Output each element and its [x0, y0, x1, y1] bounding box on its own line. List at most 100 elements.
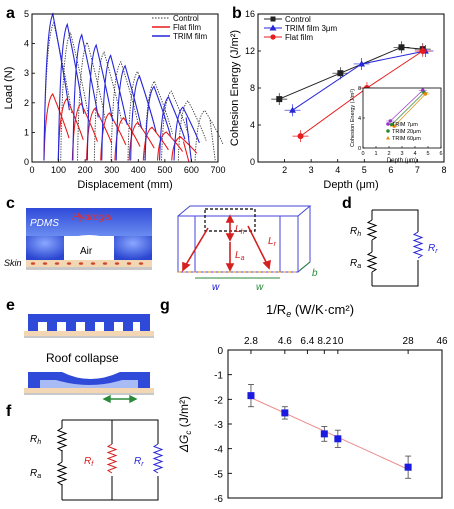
- legend-b-control: Control: [285, 15, 311, 24]
- chart-b-xlabel: Depth (μm): [323, 179, 378, 191]
- inset-xtick-label-0: 0: [361, 151, 364, 157]
- chart-b-point-0-1: [337, 70, 344, 77]
- chart-b-xtick-label-5: 7: [415, 165, 420, 175]
- chart-a-ytick-label-1: 1: [24, 127, 29, 137]
- panel-letter-e: e: [6, 297, 15, 314]
- chart-g-xtick-label-0: 2.8: [244, 336, 258, 347]
- delta-gc-chart: 1/Re (W/K·cm²) 2.8 4.6 6.4 8.2 10 28 46 0 -1 -2 -3…: [177, 302, 448, 505]
- chart-b-xtick-label-2: 4: [335, 165, 340, 175]
- cross-section: PDMS Hydrogel Air Skin: [4, 208, 152, 270]
- chart-a-ylabel: Load (N): [3, 67, 15, 110]
- chart-b-point-1-1: [358, 60, 366, 67]
- label-la: La: [235, 250, 245, 262]
- chart-a-axes: 0 100 200 300 400 500 600 700 0 1 2 3 4 5: [24, 9, 226, 175]
- chart-b-ytick-label-2: 8: [250, 83, 255, 93]
- chart-b-inset: 0 1 2 3 4 5 6 0 4 8 Depth (μm) Cohesion Energy (J…: [350, 86, 443, 164]
- chart-g-frame: [227, 349, 443, 499]
- inset-legend-marker-60: [386, 136, 390, 140]
- inset-ylabel: Cohesion Energy (J/m²): [350, 89, 356, 147]
- chart-g-xtick-label-3: 8.2: [317, 336, 331, 347]
- film-collapsed-cavity: [40, 380, 138, 388]
- chart-a-ytick-label-4: 4: [24, 39, 29, 49]
- diagram-e: Roof collapse: [24, 314, 154, 404]
- chart-g-xtick-label-5: 28: [403, 336, 415, 347]
- air-gap: [64, 235, 114, 260]
- chart-a-xtick-label-0: 0: [29, 165, 34, 175]
- chart-g-xlabel: 1/Re (W/K·cm²): [266, 302, 354, 319]
- film-intact-roof: [28, 314, 150, 322]
- circuit-d-wires: [371, 209, 419, 287]
- inset-xtick-label-5: 5: [426, 151, 429, 157]
- panel-letter-d: d: [342, 195, 352, 212]
- chart-g-point-0: [247, 392, 255, 400]
- chart-a-frame: [31, 13, 219, 163]
- resistor-rh: [366, 219, 378, 241]
- chart-a-xtick-label-3: 300: [104, 165, 119, 175]
- inset-legend-20: TRIM 20μm: [392, 129, 421, 135]
- chart-a-curves: [43, 12, 224, 162]
- film-intact-base: [24, 336, 154, 338]
- label-f-rf: Rf: [84, 456, 94, 468]
- label-b: b: [312, 268, 318, 279]
- label-lr: Lr: [268, 236, 277, 248]
- film-collapsed-base: [24, 393, 154, 395]
- chart-g-xtick-label-2: 6.4: [300, 336, 314, 347]
- inset-xtick-label-2: 2: [387, 151, 390, 157]
- unit-cell-3d: [177, 205, 312, 273]
- film-collapsed: [24, 372, 154, 404]
- chart-g-ytick-label-4: -4: [214, 445, 223, 456]
- chart-a-xtick-label-7: 700: [210, 165, 225, 175]
- chart-a-ytick-label-2: 2: [24, 98, 29, 108]
- chart-g-xtick-label-1: 4.6: [278, 336, 292, 347]
- inset-point-1-0: [389, 123, 394, 127]
- diagram-c: PDMS Hydrogel Air Skin Lh La Lr w w b: [4, 205, 318, 293]
- inset-marks: [386, 88, 430, 128]
- chart-a-xtick-label-5: 500: [157, 165, 172, 175]
- resistor-f-rh: [56, 427, 68, 452]
- pillar-right: [114, 236, 152, 260]
- film-intact-pillars: [28, 322, 150, 331]
- inset-ytick-label-1: 4: [358, 116, 361, 122]
- inset-xlabel: Depth (μm): [387, 158, 417, 164]
- chart-a-xtick-label-4: 400: [131, 165, 146, 175]
- resistor-ra: [366, 251, 378, 273]
- label-d-rh: Rh: [350, 226, 361, 238]
- chart-g-point-4: [404, 463, 412, 471]
- chart-g-ytick-label-6: -6: [214, 494, 223, 505]
- chart-a-xtick-label-6: 600: [184, 165, 199, 175]
- chart-b-xtick-label-0: 2: [282, 165, 287, 175]
- load-displacement-chart: 0 100 200 300 400 500 600 700 0 1 2 3 4 5 Displacemen…: [3, 9, 226, 191]
- legend-b-flat-marker: [270, 34, 276, 40]
- panel-letter-a: a: [6, 5, 15, 22]
- chart-b-ytick-label-1: 4: [250, 120, 255, 130]
- inset-xtick-label-3: 3: [400, 151, 403, 157]
- inset-line-2: [393, 93, 426, 127]
- chart-b-legend: Control TRIM film 3μm Flat film: [264, 15, 337, 42]
- legend-b-control-marker: [270, 16, 276, 22]
- chart-g-ytick-label-2: -2: [214, 395, 223, 406]
- inset-ytick-label-0: 0: [358, 146, 361, 152]
- chart-b-ytick-label-4: 16: [245, 9, 255, 19]
- label-f-rh: Rh: [30, 434, 41, 446]
- chart-b-point-2-2: [419, 48, 426, 54]
- film-collapsed-skin: [24, 388, 154, 393]
- chart-b-ytick-label-0: 0: [250, 157, 255, 167]
- chart-a-series-1: [43, 92, 198, 162]
- chart-a-ytick-label-0: 0: [24, 157, 29, 167]
- label-f-rr: Rr: [134, 456, 144, 468]
- chart-b-xtick-label-4: 6: [388, 165, 393, 175]
- chart-g-fit-line: [247, 395, 412, 472]
- legend-b-trim: TRIM film 3μm: [285, 24, 337, 33]
- film-intact-skin: [24, 331, 154, 336]
- label-hydrogel: Hydrogel: [72, 212, 113, 223]
- panel-letter-c: c: [6, 195, 15, 212]
- circuit-d: Rh Ra Rr: [350, 209, 438, 287]
- circuit-f: Rh Ra Rf Rr: [30, 419, 164, 501]
- inset-legend-marker-20: [386, 129, 390, 133]
- chart-a-series-0: [43, 21, 224, 162]
- skin-layer: [26, 260, 152, 267]
- inset-line-0: [390, 89, 424, 122]
- chart-b-xtick-label-6: 8: [441, 165, 446, 175]
